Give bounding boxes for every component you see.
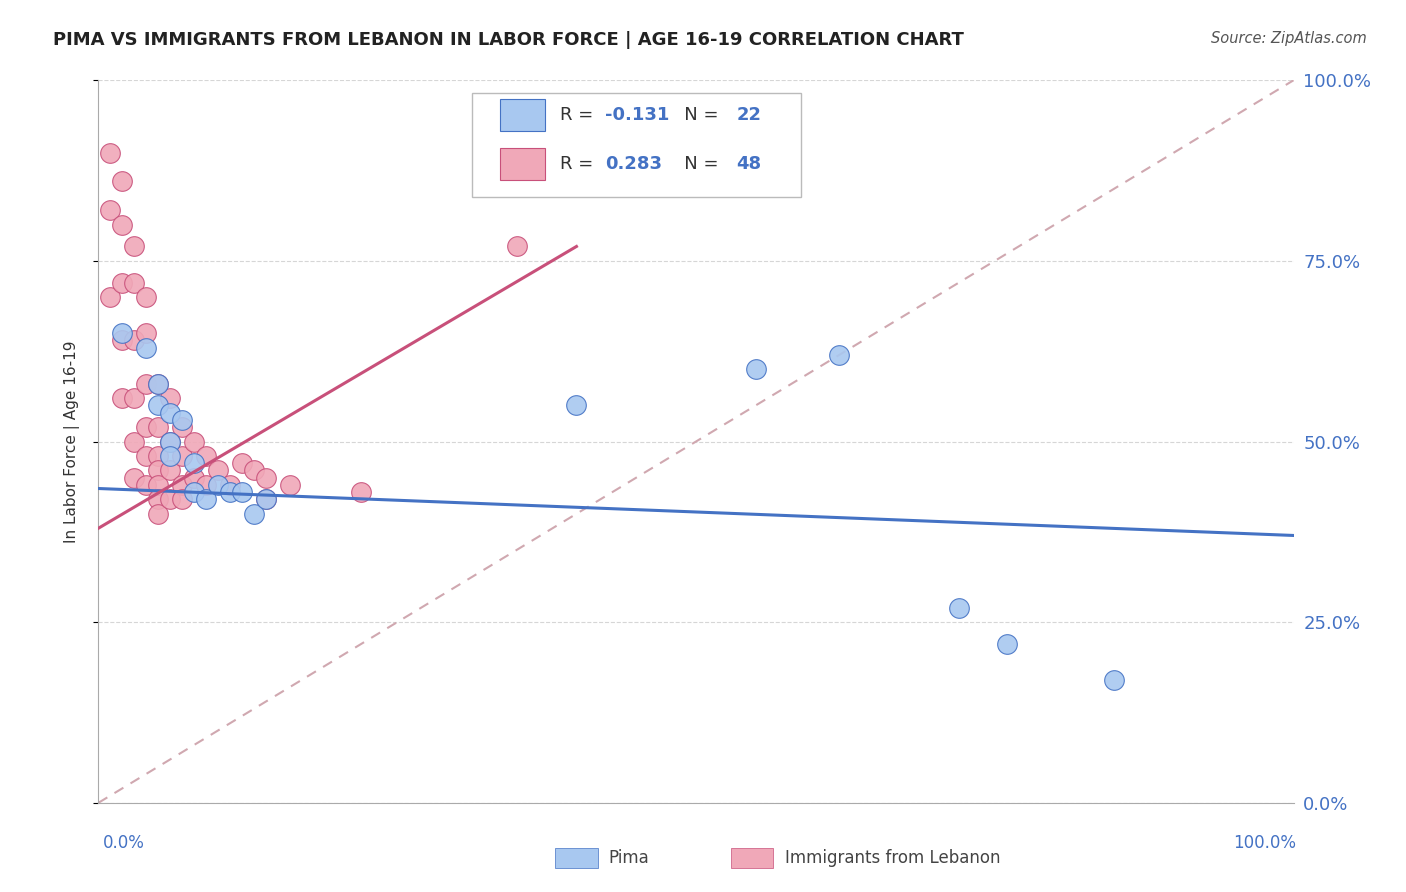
Point xyxy=(195,492,218,507)
Point xyxy=(159,492,181,507)
Point xyxy=(148,478,170,492)
Text: Immigrants from Lebanon: Immigrants from Lebanon xyxy=(785,849,1000,867)
Point xyxy=(111,174,134,188)
Point xyxy=(135,341,157,355)
Point xyxy=(948,600,970,615)
Text: 100.0%: 100.0% xyxy=(1233,834,1296,852)
Point xyxy=(172,420,194,434)
Point xyxy=(98,203,122,218)
Point xyxy=(148,398,170,412)
Text: N =: N = xyxy=(668,155,724,173)
Point xyxy=(207,478,229,492)
Point xyxy=(219,485,242,500)
Point xyxy=(135,478,157,492)
Point xyxy=(148,492,170,507)
Point xyxy=(172,413,194,427)
Point xyxy=(1104,673,1126,687)
Point xyxy=(243,507,266,521)
Point xyxy=(98,290,122,304)
Text: -0.131: -0.131 xyxy=(605,106,669,124)
Point xyxy=(231,485,253,500)
Point xyxy=(195,478,218,492)
Point xyxy=(243,463,266,477)
Point xyxy=(254,492,277,507)
Point xyxy=(111,218,134,232)
Point xyxy=(159,391,181,405)
Point xyxy=(254,470,277,484)
Text: N =: N = xyxy=(668,106,724,124)
Point xyxy=(111,326,134,340)
FancyBboxPatch shape xyxy=(501,148,546,180)
Point xyxy=(159,406,181,420)
Point xyxy=(159,434,181,449)
Text: R =: R = xyxy=(560,106,599,124)
Point xyxy=(124,334,146,348)
FancyBboxPatch shape xyxy=(501,100,546,131)
Point xyxy=(124,276,146,290)
Point xyxy=(195,449,218,463)
Text: Pima: Pima xyxy=(609,849,650,867)
Text: 48: 48 xyxy=(737,155,762,173)
Y-axis label: In Labor Force | Age 16-19: In Labor Force | Age 16-19 xyxy=(65,340,80,543)
Point xyxy=(124,470,146,484)
Point xyxy=(135,449,157,463)
Point xyxy=(111,391,134,405)
Point xyxy=(148,507,170,521)
Point xyxy=(135,326,157,340)
Point xyxy=(172,492,194,507)
Point xyxy=(745,362,768,376)
Point xyxy=(254,492,277,507)
Point xyxy=(111,334,134,348)
Point xyxy=(159,463,181,477)
Point xyxy=(148,376,170,391)
Point xyxy=(183,456,205,470)
Point xyxy=(159,449,181,463)
Text: PIMA VS IMMIGRANTS FROM LEBANON IN LABOR FORCE | AGE 16-19 CORRELATION CHART: PIMA VS IMMIGRANTS FROM LEBANON IN LABOR… xyxy=(53,31,965,49)
Text: Source: ZipAtlas.com: Source: ZipAtlas.com xyxy=(1211,31,1367,46)
FancyBboxPatch shape xyxy=(472,93,801,197)
Point xyxy=(183,485,205,500)
Point xyxy=(995,637,1018,651)
Point xyxy=(148,463,170,477)
Point xyxy=(219,478,242,492)
Point xyxy=(231,456,253,470)
Point xyxy=(172,478,194,492)
Point xyxy=(172,449,194,463)
Point xyxy=(278,478,301,492)
Point xyxy=(135,420,157,434)
Point xyxy=(148,449,170,463)
Point xyxy=(159,434,181,449)
Point xyxy=(98,145,122,160)
Point xyxy=(207,463,229,477)
Point xyxy=(506,239,529,253)
Point xyxy=(183,470,205,484)
Point xyxy=(148,376,170,391)
Point xyxy=(350,485,373,500)
Point xyxy=(124,434,146,449)
Point xyxy=(124,391,146,405)
Text: R =: R = xyxy=(560,155,599,173)
Point xyxy=(565,398,588,412)
Text: 0.283: 0.283 xyxy=(605,155,662,173)
Text: 0.0%: 0.0% xyxy=(103,834,145,852)
Point xyxy=(828,348,851,362)
Point xyxy=(135,290,157,304)
Point xyxy=(135,376,157,391)
Text: 22: 22 xyxy=(737,106,762,124)
Point xyxy=(111,276,134,290)
Point xyxy=(148,420,170,434)
Point xyxy=(124,239,146,253)
Point xyxy=(183,434,205,449)
